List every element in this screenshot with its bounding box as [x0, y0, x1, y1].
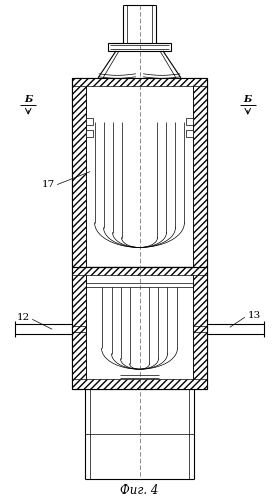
Bar: [72, 78, 207, 86]
Bar: [72, 78, 86, 267]
Text: Фиг. 4: Фиг. 4: [120, 485, 159, 498]
Text: 12: 12: [17, 313, 30, 322]
Bar: [72, 267, 207, 389]
Text: Б: Б: [24, 95, 32, 104]
Bar: [72, 379, 207, 389]
Bar: [86, 118, 93, 125]
Bar: [193, 267, 207, 389]
Text: 13: 13: [248, 311, 261, 320]
Bar: [186, 130, 193, 137]
Bar: [186, 118, 193, 125]
Bar: [193, 78, 207, 267]
Bar: [108, 43, 171, 51]
Bar: [72, 267, 86, 389]
Text: Б: Б: [244, 95, 252, 104]
Bar: [72, 267, 207, 275]
Bar: [86, 130, 93, 137]
Text: 17: 17: [42, 180, 55, 189]
Bar: [72, 78, 207, 267]
